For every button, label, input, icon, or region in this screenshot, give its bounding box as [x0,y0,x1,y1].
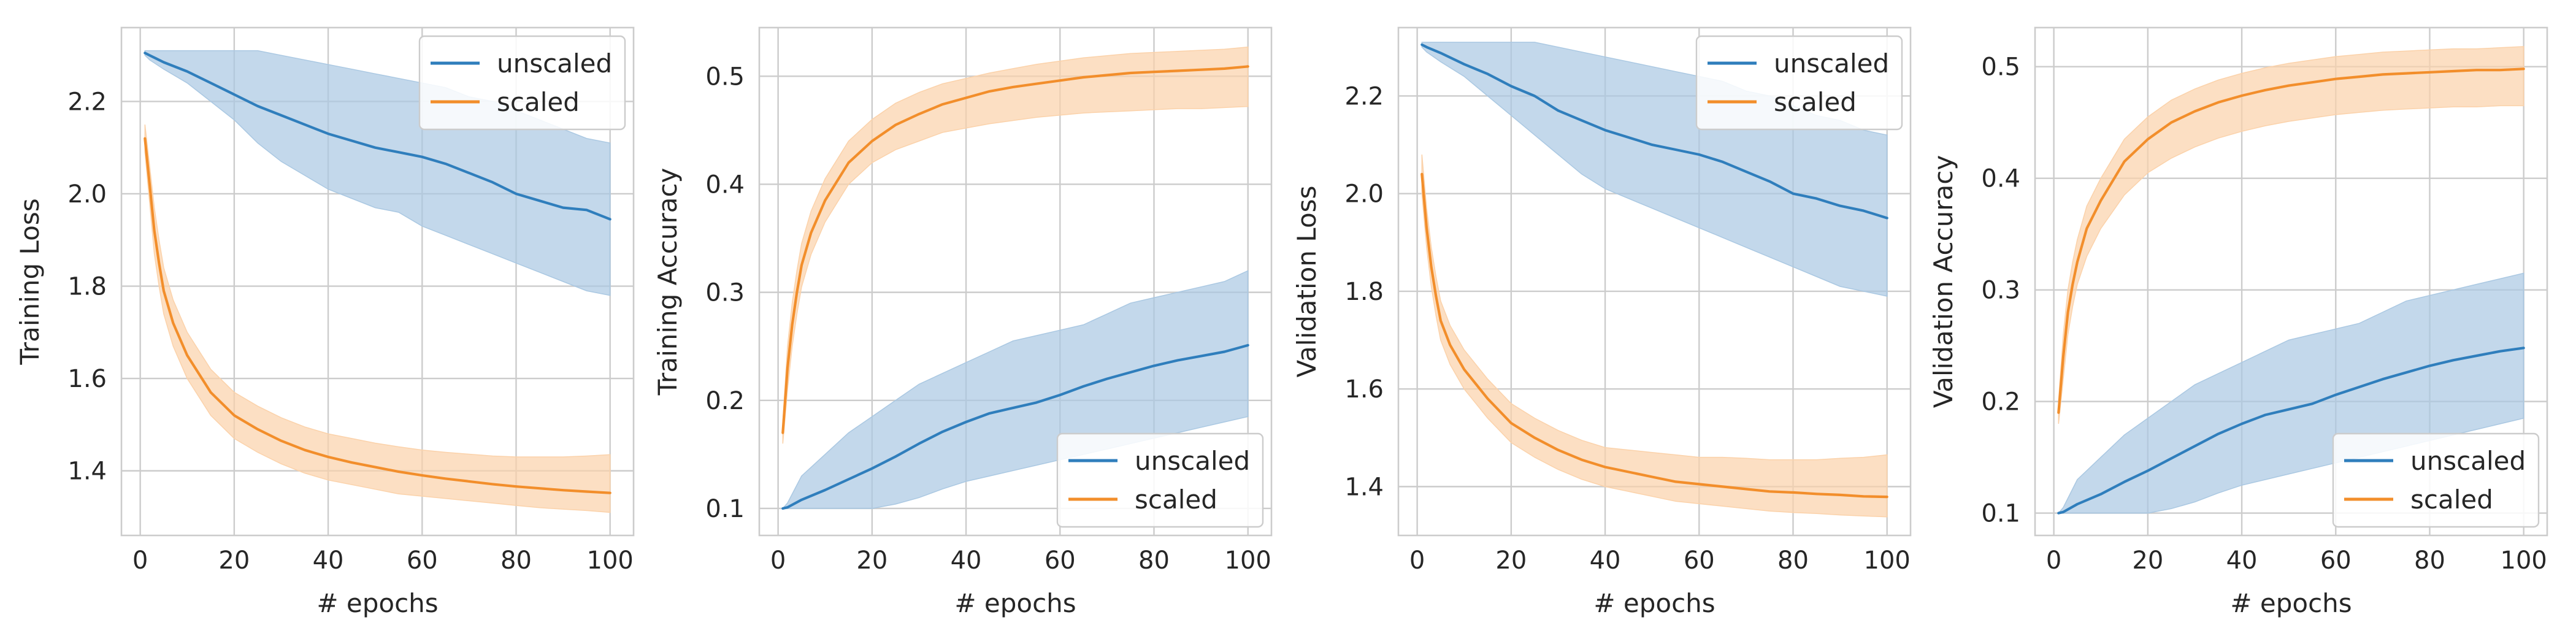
x-tick-label: 100 [1864,546,1911,575]
y-tick-label: 1.6 [1344,375,1384,404]
x-tick-label: 20 [856,546,887,575]
y-tick-label: 0.5 [1981,53,2020,82]
x-tick-label: 0 [2046,546,2061,575]
x-tick-label: 100 [1225,546,1271,575]
confidence-band-scaled [1421,154,1888,518]
subplot-1: 0 20 40 60 80 100 1.4 1.6 1.8 2.0 2.2 # epochs Train… [15,26,635,618]
confidence-band-scaled [2058,46,2524,424]
x-tick-label: 80 [1138,546,1170,575]
y-tick-label: 1.8 [1344,278,1384,306]
y-tick-label: 0.4 [705,171,745,199]
x-tick-label: 100 [2501,546,2547,575]
x-tick-label: 60 [2320,546,2352,575]
legend: unscaled scaled [1695,35,1903,131]
y-tick-label: 0.5 [705,63,745,91]
confidence-band-scaled [144,125,611,513]
x-tick-label: 60 [1045,546,1076,575]
y-tick-label: 2.2 [67,88,107,116]
subplot-4: 0 20 40 60 80 100 0.1 0.2 0.3 0.4 0.5 # epochs Valid… [1928,26,2548,618]
y-tick-label: 0.2 [1981,388,2020,416]
series-line-unscaled [2057,347,2525,515]
legend-box [1695,35,1903,131]
y-tick-label: 0.1 [705,495,745,523]
y-tick-label: 0.4 [1981,165,2020,193]
series-line-scaled [1420,172,1888,499]
legend-box [1056,432,1264,528]
y-axis-label: Training Loss [15,198,45,365]
plot-frame [2034,26,2548,537]
x-tick-label: 80 [500,546,532,575]
plot-frame [120,26,635,537]
y-tick-label: 2.2 [1344,82,1384,110]
x-axis-label: # epochs [2230,588,2352,618]
y-tick-label: 0.3 [705,279,745,307]
legend-label-unscaled: unscaled [497,48,612,79]
x-tick-label: 80 [1777,546,1809,575]
y-tick-label: 1.4 [67,458,107,486]
legend: unscaled scaled [418,35,626,131]
x-tick-label: 20 [218,546,250,575]
x-tick-label: 0 [1409,546,1425,575]
legend-label-unscaled: unscaled [1135,446,1250,476]
x-tick-label: 20 [1495,546,1527,575]
x-tick-label: 60 [407,546,438,575]
y-tick-label: 0.3 [1981,277,2020,305]
legend: unscaled scaled [2332,432,2540,528]
subplot-2: 0 20 40 60 80 100 0.1 0.2 0.3 0.4 0.5 # epochs Train… [653,26,1273,618]
y-axis-label: Validation Accuracy [1928,155,1958,408]
x-tick-label: 80 [2414,546,2445,575]
x-tick-label: 40 [951,546,982,575]
legend-box [418,35,626,131]
series-line-unscaled [144,52,611,221]
x-axis-label: # epochs [954,588,1076,618]
series-line-scaled [144,137,611,494]
x-tick-label: 0 [770,546,786,575]
y-axis-label: Validation Loss [1292,186,1322,378]
x-tick-label: 40 [2226,546,2258,575]
x-tick-label: 0 [132,546,148,575]
y-tick-label: 2.0 [1344,180,1384,209]
x-tick-label: 40 [313,546,344,575]
plot-frame [1397,26,1912,537]
y-tick-label: 0.1 [1981,500,2020,528]
legend-label-scaled: scaled [2410,485,2493,515]
legend-label-scaled: scaled [1774,87,1857,117]
series-line-scaled [781,65,1249,434]
confidence-band-unscaled [781,270,1249,509]
legend-box [2332,432,2540,528]
subplot-3: 0 20 40 60 80 100 1.4 1.6 1.8 2.0 2.2 # epochs Valid… [1292,26,1912,618]
series-line-scaled [2057,67,2525,414]
legend: unscaled scaled [1056,432,1264,528]
x-tick-label: 60 [1684,546,1715,575]
y-tick-label: 1.8 [67,273,107,301]
series-line-unscaled [1420,43,1888,220]
y-axis-label: Training Accuracy [653,168,683,396]
x-tick-label: 100 [587,546,634,575]
confidence-band-scaled [782,46,1249,444]
x-tick-label: 20 [2132,546,2163,575]
plot-frame [758,26,1273,537]
y-tick-label: 1.6 [67,365,107,393]
x-axis-label: # epochs [316,588,438,618]
legend-label-unscaled: unscaled [2410,446,2526,476]
legend-label-unscaled: unscaled [1774,48,1889,79]
y-tick-label: 1.4 [1344,473,1384,501]
confidence-band-unscaled [2057,272,2524,514]
series-line-unscaled [781,343,1249,510]
x-axis-label: # epochs [1593,588,1715,618]
y-tick-label: 0.2 [705,387,745,415]
legend-label-scaled: scaled [497,87,580,117]
y-tick-label: 2.0 [67,180,107,209]
legend-label-scaled: scaled [1135,485,1217,515]
x-tick-label: 40 [1590,546,1621,575]
